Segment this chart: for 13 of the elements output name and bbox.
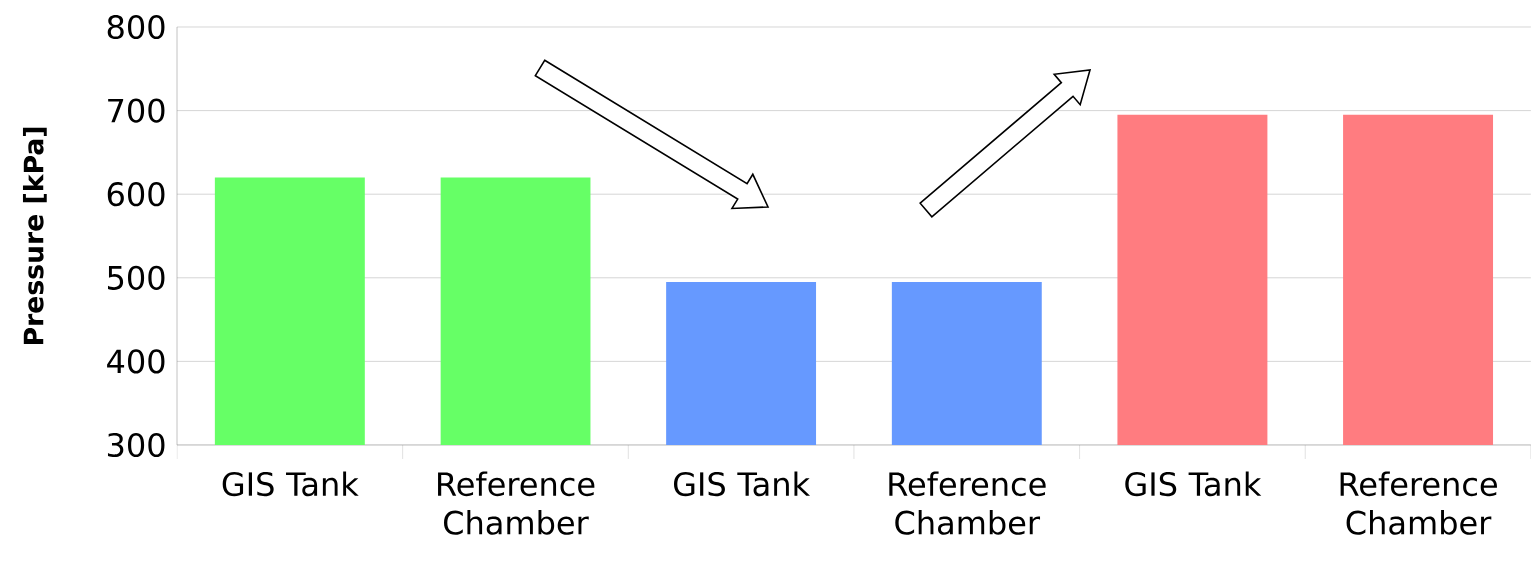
x-tick-label: GIS Tank	[1125, 471, 1262, 497]
y-axis-title: Pressure [kPa]	[22, 127, 47, 345]
x-tick-label: Reference Chamber	[1340, 471, 1497, 535]
y-tick-label: 600	[107, 182, 165, 207]
x-tick-label: Reference Chamber	[889, 471, 1046, 535]
y-tick-label: 300	[107, 432, 165, 458]
x-tick-label: Reference Chamber	[438, 471, 595, 535]
y-tick-label: 700	[108, 98, 165, 123]
x-tick-label: GIS Tank	[673, 471, 811, 497]
y-tick-label: 400	[107, 349, 165, 374]
y-tick-label: 800	[107, 14, 165, 40]
x-tick-label: GIS Tank	[222, 471, 359, 497]
y-tick-label: 500	[108, 265, 165, 290]
